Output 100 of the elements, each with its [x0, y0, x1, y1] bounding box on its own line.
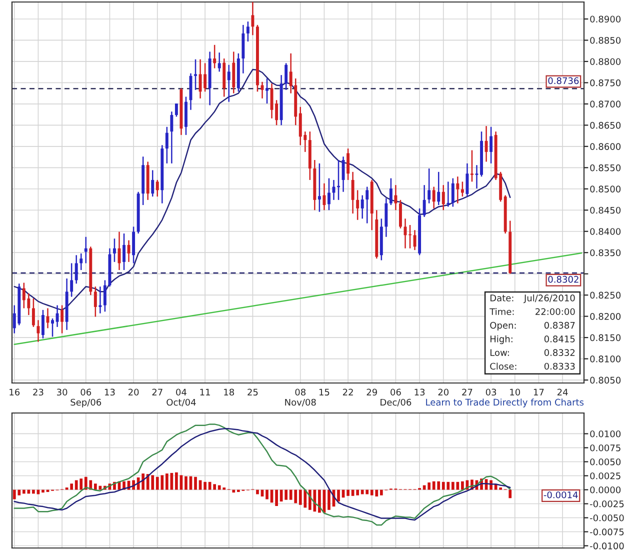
x-tick-label: 08 Nov/08: [285, 388, 316, 406]
candlestick: [213, 44, 216, 69]
candlestick: [346, 148, 350, 181]
annotation: Low:: [490, 349, 509, 356]
candlestick: [456, 176, 460, 204]
candlestick: [132, 226, 136, 264]
x-tick-label: 22: [342, 388, 353, 396]
annotation: Close:: [490, 362, 516, 370]
y-tick-label: 0.8450: [590, 206, 621, 214]
candlestick: [80, 252, 83, 271]
candlestick: [356, 190, 360, 221]
candlestick: [246, 20, 250, 42]
ref-line-label: 0.8736: [548, 77, 579, 84]
candlestick: [394, 184, 398, 211]
y-tick-label: 0.8750: [590, 79, 621, 86]
annotation: 0.8415: [544, 336, 575, 342]
y-tick-label: 0.8400: [590, 228, 621, 235]
bar: [42, 490, 44, 493]
x-tick-label: 16: [10, 388, 20, 396]
candlestick: [42, 309, 44, 340]
x-tick-label: 11: [200, 388, 210, 396]
candlestick: [470, 150, 474, 182]
y-tick-label: 0.8650: [590, 122, 621, 129]
annotation: Jul/26/2010: [524, 294, 575, 304]
candlestick: [170, 110, 174, 164]
x-tick-label: 13: [414, 388, 425, 396]
x-tick-label: 29: [366, 388, 377, 396]
x-tick-label: 03: [486, 388, 496, 396]
candlestick: [460, 181, 464, 198]
candlestick: [413, 229, 416, 251]
y-tick-label: 0.8100: [590, 356, 621, 362]
candlestick: [384, 198, 388, 238]
x-tick-label: 17: [534, 388, 544, 396]
y-tick-label: 0.8050: [590, 376, 621, 384]
bar: [346, 490, 350, 496]
x-tick-label: 20: [128, 388, 139, 396]
bar: [275, 490, 278, 506]
candlestick: [60, 304, 64, 334]
y-tick-label: 0.8550: [590, 164, 621, 172]
bar: [204, 482, 206, 490]
x-tick-label: 06 Dec/06: [380, 388, 412, 406]
x-tick-label: 24: [557, 388, 568, 396]
bar: [337, 490, 340, 502]
candlestick: [156, 179, 159, 198]
bar: [175, 472, 178, 490]
candlestick: [422, 184, 426, 218]
y-tick-label: 0.0100: [590, 430, 621, 438]
annotation: 0.8387: [544, 322, 575, 329]
bar: [351, 490, 354, 496]
candlestick: [360, 194, 364, 220]
y-tick-label: 0.8600: [590, 143, 621, 150]
candlestick: [266, 78, 268, 104]
x-tick-label: 23: [33, 388, 44, 396]
candlestick: [98, 286, 102, 314]
candlestick: [122, 232, 126, 271]
x-tick-label: 10: [510, 388, 520, 396]
bar: [328, 490, 330, 510]
bar: [380, 490, 383, 496]
candlestick: [475, 164, 478, 190]
bar: [256, 490, 259, 494]
y-tick-label: 0.8250: [590, 292, 621, 299]
candlestick: [284, 62, 288, 91]
y-tick-label: -0.0100: [590, 542, 624, 550]
bar: [22, 490, 26, 494]
candlestick: [194, 58, 197, 91]
y-tick-label: 0.8900: [590, 16, 621, 23]
y-tick-label: 0.0050: [590, 458, 621, 466]
candlestick: [56, 304, 59, 328]
annotation: Date:: [490, 294, 514, 302]
candlestick: [218, 52, 221, 72]
bar: [32, 490, 35, 494]
candlestick: [174, 102, 178, 118]
x-tick-label: 15: [319, 388, 330, 396]
bar: [94, 484, 97, 490]
y-tick-label: 0.8350: [590, 249, 621, 256]
ref-line-label: 0.8302: [548, 276, 578, 283]
bar: [428, 482, 431, 490]
candlestick: [399, 199, 402, 230]
candlestick: [151, 170, 154, 198]
y-tick-label: 0.8850: [590, 36, 621, 44]
bar: [266, 490, 268, 500]
annotation: 22:00:00: [536, 308, 575, 316]
annotation: -0.0014: [544, 491, 578, 498]
annotation: High:: [490, 335, 512, 344]
annotation: Time:: [490, 308, 514, 316]
candlestick: [113, 238, 116, 263]
candlestick: [84, 236, 88, 264]
candlestick: [451, 178, 454, 208]
bar: [451, 482, 454, 490]
x-tick-label: 30: [56, 388, 68, 396]
bar: [461, 481, 464, 490]
x-tick-label: 27: [462, 388, 472, 396]
candlestick: [32, 298, 35, 328]
annotation: 0.8332: [544, 349, 575, 356]
bar: [232, 490, 236, 493]
candlestick: [442, 184, 445, 211]
annotation: 0.8333: [544, 362, 575, 370]
bar: [194, 476, 197, 490]
candlestick: [437, 171, 440, 206]
bar: [165, 474, 168, 490]
